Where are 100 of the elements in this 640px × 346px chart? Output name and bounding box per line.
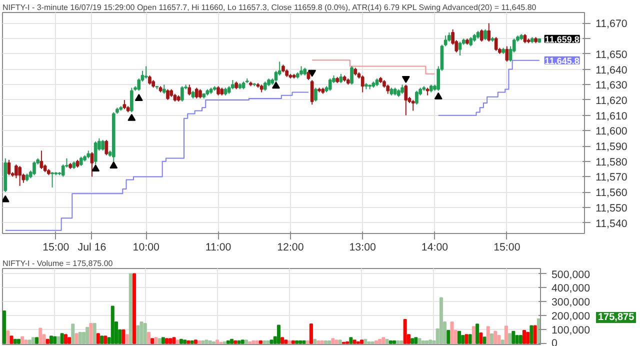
bar	[392, 340, 396, 344]
x-tick-label: 15:00	[494, 242, 520, 254]
candlestick	[104, 139, 108, 156]
candlestick	[314, 87, 318, 102]
candlestick	[404, 84, 408, 116]
candlestick	[122, 99, 126, 110]
bar	[38, 328, 42, 344]
point	[434, 92, 442, 100]
candlestick	[188, 84, 192, 96]
bar	[508, 333, 512, 344]
bar	[143, 322, 147, 344]
bar	[10, 336, 14, 344]
candlestick	[264, 81, 267, 92]
candlestick	[32, 160, 36, 176]
bar	[464, 334, 468, 344]
bar	[89, 322, 93, 344]
x-tick-label: 15:00	[42, 242, 70, 254]
bar	[388, 340, 392, 344]
bar	[183, 340, 187, 344]
candlestick	[7, 159, 11, 176]
bar	[468, 334, 472, 344]
bar	[71, 324, 75, 344]
bar	[2, 310, 6, 344]
candlestick	[411, 99, 415, 112]
bar	[472, 326, 476, 344]
bar	[533, 325, 537, 344]
bar	[526, 332, 530, 344]
bar	[378, 338, 382, 344]
y-tick-label: 100,000	[552, 324, 590, 336]
bar	[334, 340, 338, 344]
y-tick-label: 11,650	[596, 48, 628, 61]
candlestick	[494, 36, 498, 52]
point	[134, 94, 143, 101]
bar	[486, 326, 490, 344]
bar	[446, 330, 450, 344]
bar	[320, 340, 324, 344]
bar	[146, 332, 150, 344]
bar	[150, 338, 154, 344]
candlestick	[310, 80, 314, 106]
bar	[56, 336, 60, 344]
bar	[204, 340, 208, 344]
bar	[201, 340, 205, 344]
bar	[385, 338, 389, 344]
bar	[46, 338, 50, 344]
y-tick-label: 11,630	[596, 80, 628, 92]
y-tick-label: 11,670	[596, 18, 628, 30]
x-tick-label: 14:00	[421, 242, 448, 254]
bar	[216, 340, 220, 344]
bar	[158, 338, 162, 344]
bar	[530, 325, 534, 344]
bar	[92, 322, 96, 344]
candlestick	[339, 73, 343, 84]
bar	[28, 340, 32, 344]
bar	[234, 340, 238, 344]
bar	[179, 338, 183, 344]
candlestick	[144, 66, 148, 79]
bar	[96, 333, 100, 344]
bar	[313, 338, 317, 344]
bar	[132, 273, 136, 344]
chart-title: NIFTY-I - Volume = 175,875.00	[2, 259, 114, 268]
bar	[270, 340, 274, 344]
bar	[457, 330, 462, 344]
candlestick	[162, 84, 166, 94]
bar	[122, 329, 126, 344]
x-tick-label: 12:00	[277, 242, 304, 254]
bar	[494, 330, 498, 344]
x-tick-label: 13:00	[349, 242, 376, 254]
bar	[403, 318, 407, 344]
bar	[49, 336, 54, 344]
bar	[364, 338, 368, 344]
y-tick-label: 11,640	[596, 64, 628, 76]
bar	[74, 333, 78, 344]
bar	[78, 332, 82, 344]
bar	[161, 337, 165, 344]
bar	[226, 340, 230, 344]
bar	[186, 340, 190, 344]
bar	[295, 340, 299, 344]
y-tick-label: 11,540	[596, 218, 628, 230]
bar	[324, 340, 328, 344]
candlestick	[484, 28, 487, 41]
bar	[479, 332, 483, 344]
x-tick-label: Jul 16	[78, 242, 106, 254]
bar	[244, 340, 248, 344]
bar	[20, 336, 24, 344]
bar	[309, 324, 313, 344]
bar	[262, 340, 266, 344]
candlestick	[300, 66, 303, 76]
bar	[104, 336, 108, 344]
candlestick	[101, 139, 104, 152]
candlestick	[166, 88, 170, 100]
bar	[500, 340, 504, 344]
bar	[338, 340, 342, 344]
bar	[482, 336, 486, 344]
bar	[255, 340, 259, 344]
bar	[414, 337, 418, 344]
candlestick	[198, 88, 202, 99]
candlestick	[94, 140, 98, 165]
candlestick	[386, 84, 390, 94]
bar	[168, 338, 172, 344]
y-tick-label: 500,000	[552, 268, 590, 281]
